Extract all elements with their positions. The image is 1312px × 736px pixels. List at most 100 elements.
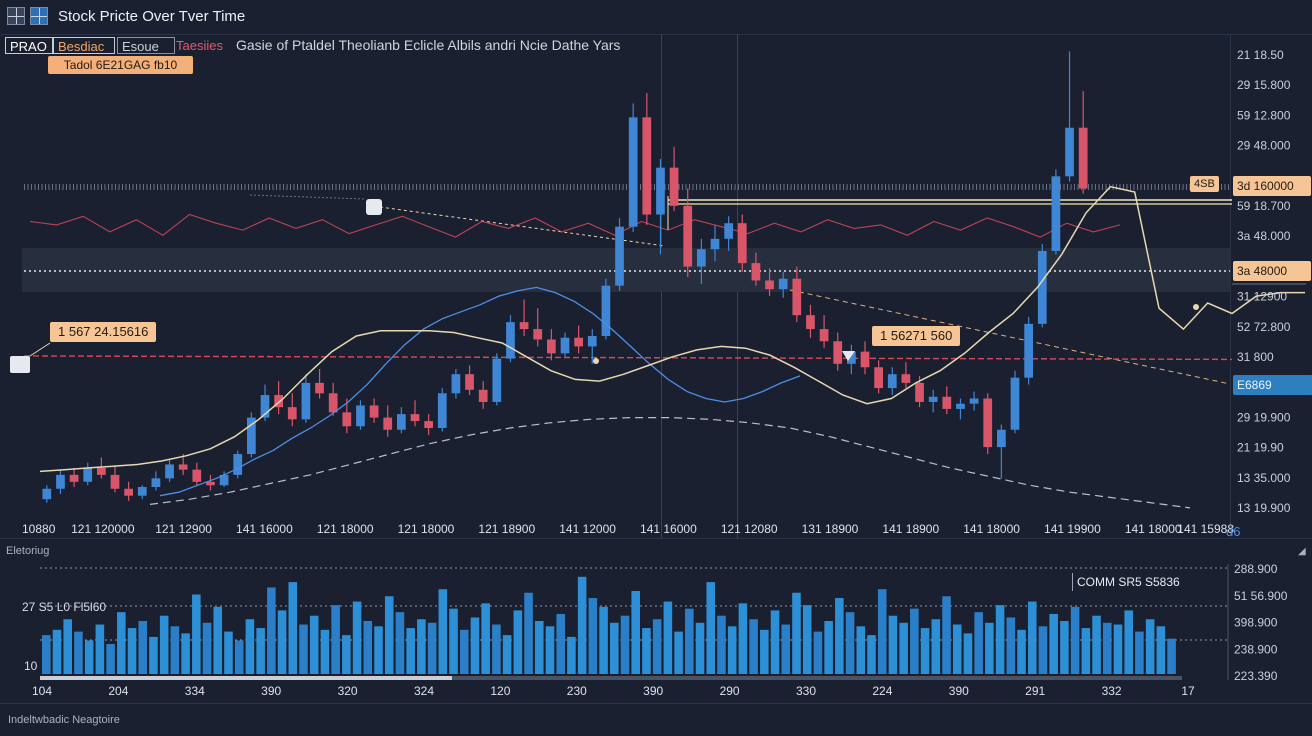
app-title: Stock Pricte Over Tver Time [58, 8, 246, 25]
candle [451, 368, 461, 399]
annotation-mid[interactable]: 1 56271 560 [872, 326, 961, 346]
candle [969, 391, 979, 411]
candle [356, 400, 365, 430]
candle-body [560, 337, 570, 354]
candle [69, 467, 79, 488]
volume-bar [642, 628, 651, 674]
candle-body [328, 393, 338, 413]
volume-bar [545, 626, 555, 674]
note-marker-icon[interactable] [366, 199, 382, 215]
candle-body [451, 374, 461, 394]
candle-body [792, 278, 802, 316]
candle [397, 407, 406, 434]
volume-bar [963, 633, 973, 674]
volume-bar [524, 592, 533, 674]
volume-bar [1113, 624, 1123, 674]
candle [151, 471, 161, 491]
volume-x-tick-label: 17 [1181, 684, 1195, 698]
candle [42, 485, 52, 503]
candle-body [874, 367, 883, 389]
candle-body [519, 322, 529, 330]
volume-bar [170, 626, 180, 674]
volume-y-tick-label: 288.900 [1234, 562, 1278, 576]
price-tag-bottom-right: d6 [1226, 524, 1241, 539]
tab-taesiies[interactable]: Taesiies [176, 38, 223, 53]
candle-body [628, 117, 638, 227]
oscillator-layer [29, 213, 1121, 238]
volume-bar [556, 613, 565, 674]
y-tick-label: 29 15.800 [1237, 78, 1291, 92]
candle [1051, 169, 1061, 255]
volume-x-tick-label: 332 [1102, 684, 1122, 698]
y-tick-label: 29 19.900 [1237, 410, 1291, 424]
volume-bar [374, 626, 383, 674]
scroll-range-selected[interactable] [40, 676, 452, 680]
candle-body [301, 382, 311, 420]
candle-body [901, 374, 911, 383]
volume-bar [652, 619, 662, 674]
flag-marker-icon[interactable] [10, 356, 30, 373]
x-tick-label: 121 18900 [478, 522, 535, 536]
annotation-left[interactable]: 1 567 24.15616 [50, 322, 157, 342]
volume-bar [459, 629, 469, 674]
volume-bar [417, 619, 426, 674]
candle [724, 216, 733, 251]
arrow-down-icon[interactable] [842, 351, 855, 361]
candle [492, 353, 502, 406]
volume-bar [427, 622, 437, 674]
scroll-range-track[interactable] [452, 676, 1182, 680]
volume-x-tick-label: 390 [643, 684, 663, 698]
volume-x-tick-label: 120 [490, 684, 510, 698]
candle [478, 381, 488, 409]
candle [956, 398, 965, 420]
tab-esoue[interactable]: Esoue [117, 37, 175, 54]
volume-bar [867, 635, 876, 674]
volume-bar [974, 612, 983, 674]
x-tick-label: 141 12000 [559, 522, 616, 536]
candle [901, 362, 911, 389]
layout-icon[interactable] [30, 7, 48, 25]
candle-body [915, 382, 924, 402]
candle-body [178, 464, 188, 470]
candles-layer [42, 51, 1088, 503]
candle [778, 271, 788, 298]
volume-bar [213, 606, 223, 674]
candle-body [778, 278, 788, 290]
candle [328, 382, 338, 416]
candle [465, 365, 474, 396]
volume-bar [288, 582, 298, 674]
tab-prao[interactable]: PRAO [5, 37, 53, 54]
price-tag-current: E6869 [1233, 375, 1312, 395]
volume-bar [192, 594, 201, 674]
candle-body [397, 414, 406, 430]
candle [656, 158, 665, 255]
candle [1037, 244, 1047, 328]
y-tick-label: 59 12.800 [1237, 108, 1291, 122]
y-axis: 21 18.50 29 15.800 59 12.800 29 48.000 59 18… [1237, 48, 1291, 515]
candle-body [656, 167, 665, 215]
volume-bar [1124, 610, 1133, 674]
volume-bar [695, 622, 705, 674]
volume-bar [985, 622, 994, 674]
x-tick-label: 121 18000 [398, 522, 455, 536]
candle-body [928, 396, 938, 402]
y-tick-label: 3a 48.000 [1237, 229, 1291, 243]
volume-bar [149, 636, 158, 674]
volume-bars [42, 576, 1176, 674]
candle [710, 224, 720, 262]
volume-bar [802, 605, 812, 674]
volume-x-tick-label: 390 [261, 684, 281, 698]
candle [287, 393, 297, 427]
tab-besdiac[interactable]: Besdiac [53, 37, 115, 54]
chart-grid-icon[interactable] [7, 7, 25, 25]
volume-x-tick-label: 204 [108, 684, 128, 698]
candle-body [206, 481, 215, 486]
volume-bar [449, 608, 458, 674]
volume-caption: Eletoriug [6, 545, 50, 557]
resize-icon[interactable]: ◢ [1298, 546, 1306, 557]
volume-y-tick-label: 238.900 [1234, 642, 1278, 656]
volume-bar [502, 635, 512, 674]
volume-x-tick-label: 290 [720, 684, 740, 698]
volume-bar [95, 624, 105, 674]
